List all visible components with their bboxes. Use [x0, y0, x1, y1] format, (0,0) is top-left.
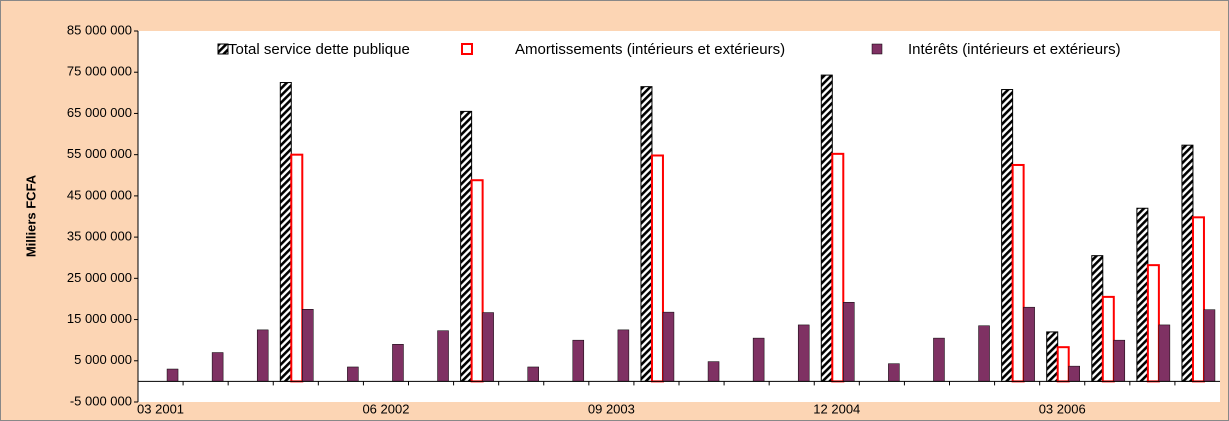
bar	[831, 152, 845, 383]
bar	[211, 352, 224, 382]
bar	[302, 309, 314, 382]
x-tick-label: 12 2004	[813, 401, 860, 416]
legend-swatch	[461, 43, 473, 55]
bar	[460, 110, 473, 382]
bar	[752, 337, 765, 382]
y-tick-label: 45 000 000	[67, 187, 132, 202]
bar	[347, 366, 359, 382]
bar	[1136, 207, 1149, 382]
bar	[1101, 295, 1115, 383]
bar	[1146, 264, 1160, 383]
bar	[572, 339, 585, 382]
bar	[978, 325, 990, 382]
y-tick-label: 75 000 000	[67, 64, 132, 79]
y-axis-label: Milliers FCFA	[23, 174, 38, 257]
plot-area	[138, 31, 1220, 402]
bar	[166, 368, 179, 382]
bar	[1001, 89, 1014, 382]
y-tick-label: 35 000 000	[67, 229, 132, 244]
bar	[1091, 255, 1104, 382]
bar	[843, 301, 855, 382]
bar	[820, 74, 833, 382]
bar	[527, 366, 539, 382]
bar	[1046, 331, 1059, 382]
bar	[1056, 346, 1070, 383]
y-tick-label: 15 000 000	[67, 311, 132, 326]
bar	[707, 361, 720, 382]
bar	[1011, 163, 1025, 383]
bar	[256, 329, 269, 382]
bar	[392, 344, 404, 382]
legend-label: Intérêts (intérieurs et extérieurs)	[908, 41, 1121, 58]
bar	[888, 363, 900, 382]
bar	[1181, 144, 1194, 382]
bar	[640, 86, 653, 382]
bar	[933, 337, 945, 382]
bar	[1203, 309, 1216, 382]
bar	[650, 154, 664, 383]
bar	[437, 330, 449, 382]
y-tick-label: 5 000 000	[74, 352, 132, 367]
bar	[470, 179, 484, 383]
y-tick-label: 85 000 000	[67, 22, 132, 37]
bar	[279, 82, 292, 382]
bar	[482, 312, 494, 382]
x-tick-label: 09 2003	[588, 401, 635, 416]
y-tick-label: 55 000 000	[67, 146, 132, 161]
y-tick-label: -5 000 000	[70, 393, 132, 408]
bar	[1158, 324, 1171, 382]
bar	[1113, 339, 1126, 382]
legend-swatch	[217, 43, 229, 55]
bar	[1023, 306, 1035, 382]
bar	[617, 329, 630, 382]
bar	[290, 153, 304, 383]
legend-swatch	[871, 43, 883, 55]
bar	[1191, 216, 1205, 383]
y-tick-label: 65 000 000	[67, 105, 132, 120]
x-tick-label: 06 2002	[362, 401, 409, 416]
bar	[797, 324, 810, 382]
legend-label: Total service dette publique	[228, 41, 410, 58]
y-tick-label: 25 000 000	[67, 270, 132, 285]
bar	[662, 311, 675, 382]
legend-label: Amortissements (intérieurs et extérieurs…	[515, 41, 785, 58]
bar	[1068, 365, 1080, 382]
x-tick-label: 03 2001	[137, 401, 184, 416]
x-tick-label: 03 2006	[1039, 401, 1086, 416]
